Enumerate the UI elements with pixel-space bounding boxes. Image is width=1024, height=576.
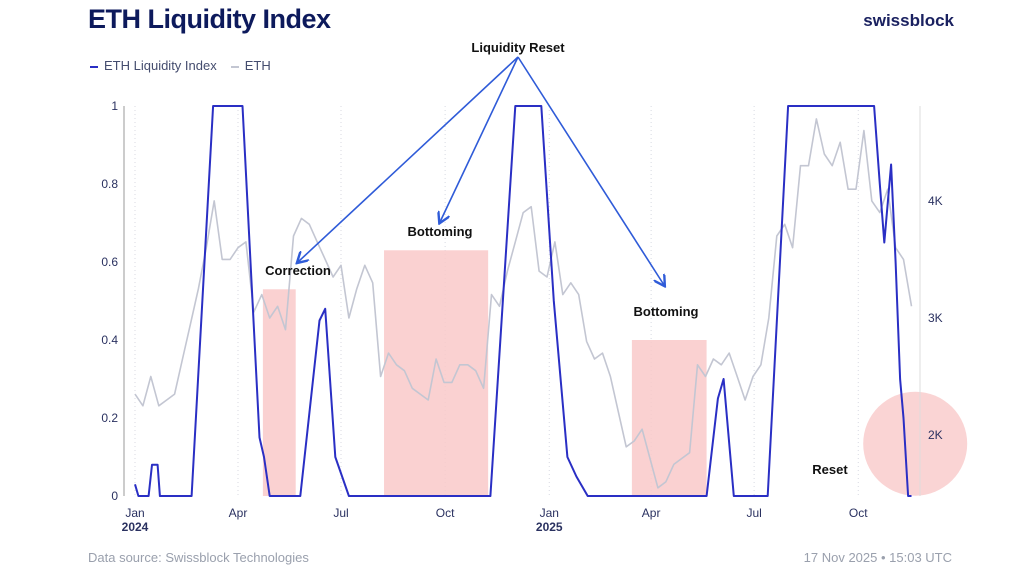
x-tick-year: 2024 [122,520,149,534]
y-left-tick-label: 0.4 [101,333,118,347]
annotation-bottoming: Bottoming [634,304,699,319]
legend: ETH Liquidity Index ETH [90,58,271,73]
legend-swatch [90,65,98,68]
x-tick-label: Apr [642,506,661,520]
x-tick-label: Jul [333,506,348,520]
annotation-arrow [298,56,519,262]
shaded-region [384,250,489,496]
annotation-arrow [440,56,519,222]
annotation-reset: Reset [812,462,848,477]
y-right-tick-label: 4K [928,194,943,208]
annotation-arrow [517,56,664,285]
y-left-tick-label: 0.6 [101,255,118,269]
y-left-tick-label: 0.8 [101,177,118,191]
y-left-tick-label: 0.2 [101,411,118,425]
legend-swatch [230,65,239,68]
y-right-tick-label: 2K [928,428,943,442]
x-tick-label: Jan [540,506,559,520]
x-tick-label: Oct [436,506,455,520]
annotation-liquidity-reset: Liquidity Reset [471,40,565,55]
brand-logo: swissblock [863,11,954,30]
x-tick-label: Oct [849,506,868,520]
x-tick-label: Jan [125,506,144,520]
y-right-tick-label: 3K [928,311,943,325]
timestamp: 17 Nov 2025 • 15:03 UTC [803,550,952,565]
y-left-tick-label: 0 [111,489,118,503]
annotation-bottoming: Bottoming [408,224,473,239]
y-left-tick-label: 1 [111,99,118,113]
shaded-region [631,340,707,496]
x-tick-label: Jul [746,506,761,520]
reset-circle [863,391,968,496]
legend-item-index[interactable]: ETH Liquidity Index [90,58,217,73]
x-tick-label: Apr [229,506,248,520]
shaded-region [262,289,296,496]
annotation-correction: Correction [265,263,331,278]
x-tick-year: 2025 [536,520,563,534]
page-title: ETH Liquidity Index [88,4,331,34]
series-line-liquidity-index [134,105,912,497]
legend-item-eth[interactable]: ETH [230,58,271,73]
series-line-eth [134,118,913,489]
data-source: Data source: Swissblock Technologies [88,550,309,565]
